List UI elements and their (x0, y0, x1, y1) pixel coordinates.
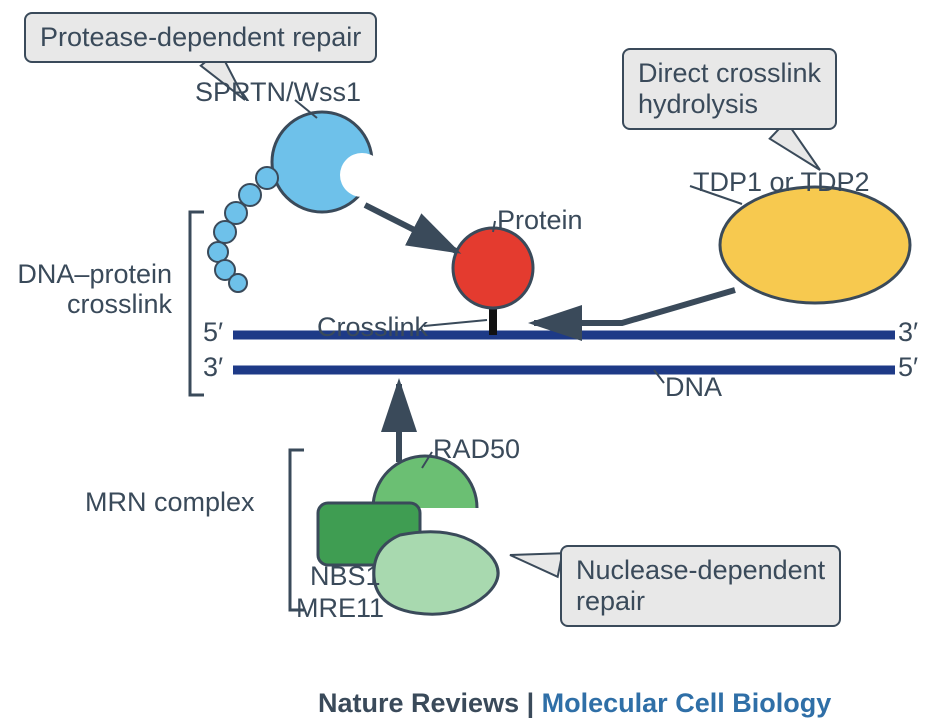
callout-nuclease-line2: repair (576, 586, 645, 616)
callout-direct-line2: hydrolysis (638, 89, 758, 119)
label-3prime-bottom: 3′ (203, 353, 223, 383)
arrow-tdp-to-crosslink (534, 290, 735, 323)
label-5prime-bottom: 5′ (898, 353, 918, 383)
label-dpc-line2: crosslink (67, 289, 172, 319)
callout-direct-hydrolysis: Direct crosslink hydrolysis (622, 48, 837, 130)
callout-protease-repair: Protease-dependent repair (24, 12, 377, 63)
label-tdp: TDP1 or TDP2 (693, 168, 870, 198)
pointer-crosslink (424, 320, 487, 326)
callout-direct-line1: Direct crosslink (638, 58, 821, 88)
callout-nuclease-repair: Nuclease-dependent repair (560, 545, 841, 627)
label-5prime-top: 5′ (203, 318, 223, 348)
label-dna-protein-crosslink: DNA–protein crosslink (2, 260, 172, 319)
callout-protease-text: Protease-dependent repair (40, 22, 361, 52)
sprtn-body-shape (272, 112, 372, 212)
label-mrn-complex: MRN complex (85, 488, 255, 518)
bracket-dna-protein (190, 212, 204, 395)
credit-subject: Molecular Cell Biology (542, 688, 832, 718)
bracket-mrn (290, 450, 304, 610)
protein-shape (453, 228, 533, 308)
callout-tail-nuclease (510, 553, 562, 577)
callout-nuclease-line1: Nuclease-dependent (576, 555, 825, 585)
arrow-sprtn-to-protein (365, 205, 456, 251)
label-protein: Protein (497, 206, 583, 236)
label-crosslink: Crosslink (317, 313, 428, 343)
sprtn-tail-shape (208, 167, 278, 292)
label-rad50: RAD50 (433, 435, 520, 465)
label-mre11: MRE11 (296, 594, 384, 624)
label-dna: DNA (665, 373, 722, 403)
mre11-shape (374, 532, 498, 614)
label-sprtn: SPRTN/Wss1 (195, 78, 361, 108)
label-3prime-top: 3′ (898, 318, 918, 348)
tdp-shape (720, 187, 910, 303)
credit-sep: | (519, 688, 542, 718)
credit-line: Nature Reviews | Molecular Cell Biology (318, 688, 831, 719)
label-nbs1: NBS1 (310, 562, 381, 592)
credit-journal: Nature Reviews (318, 688, 519, 718)
label-dpc-line1: DNA–protein (17, 259, 172, 289)
